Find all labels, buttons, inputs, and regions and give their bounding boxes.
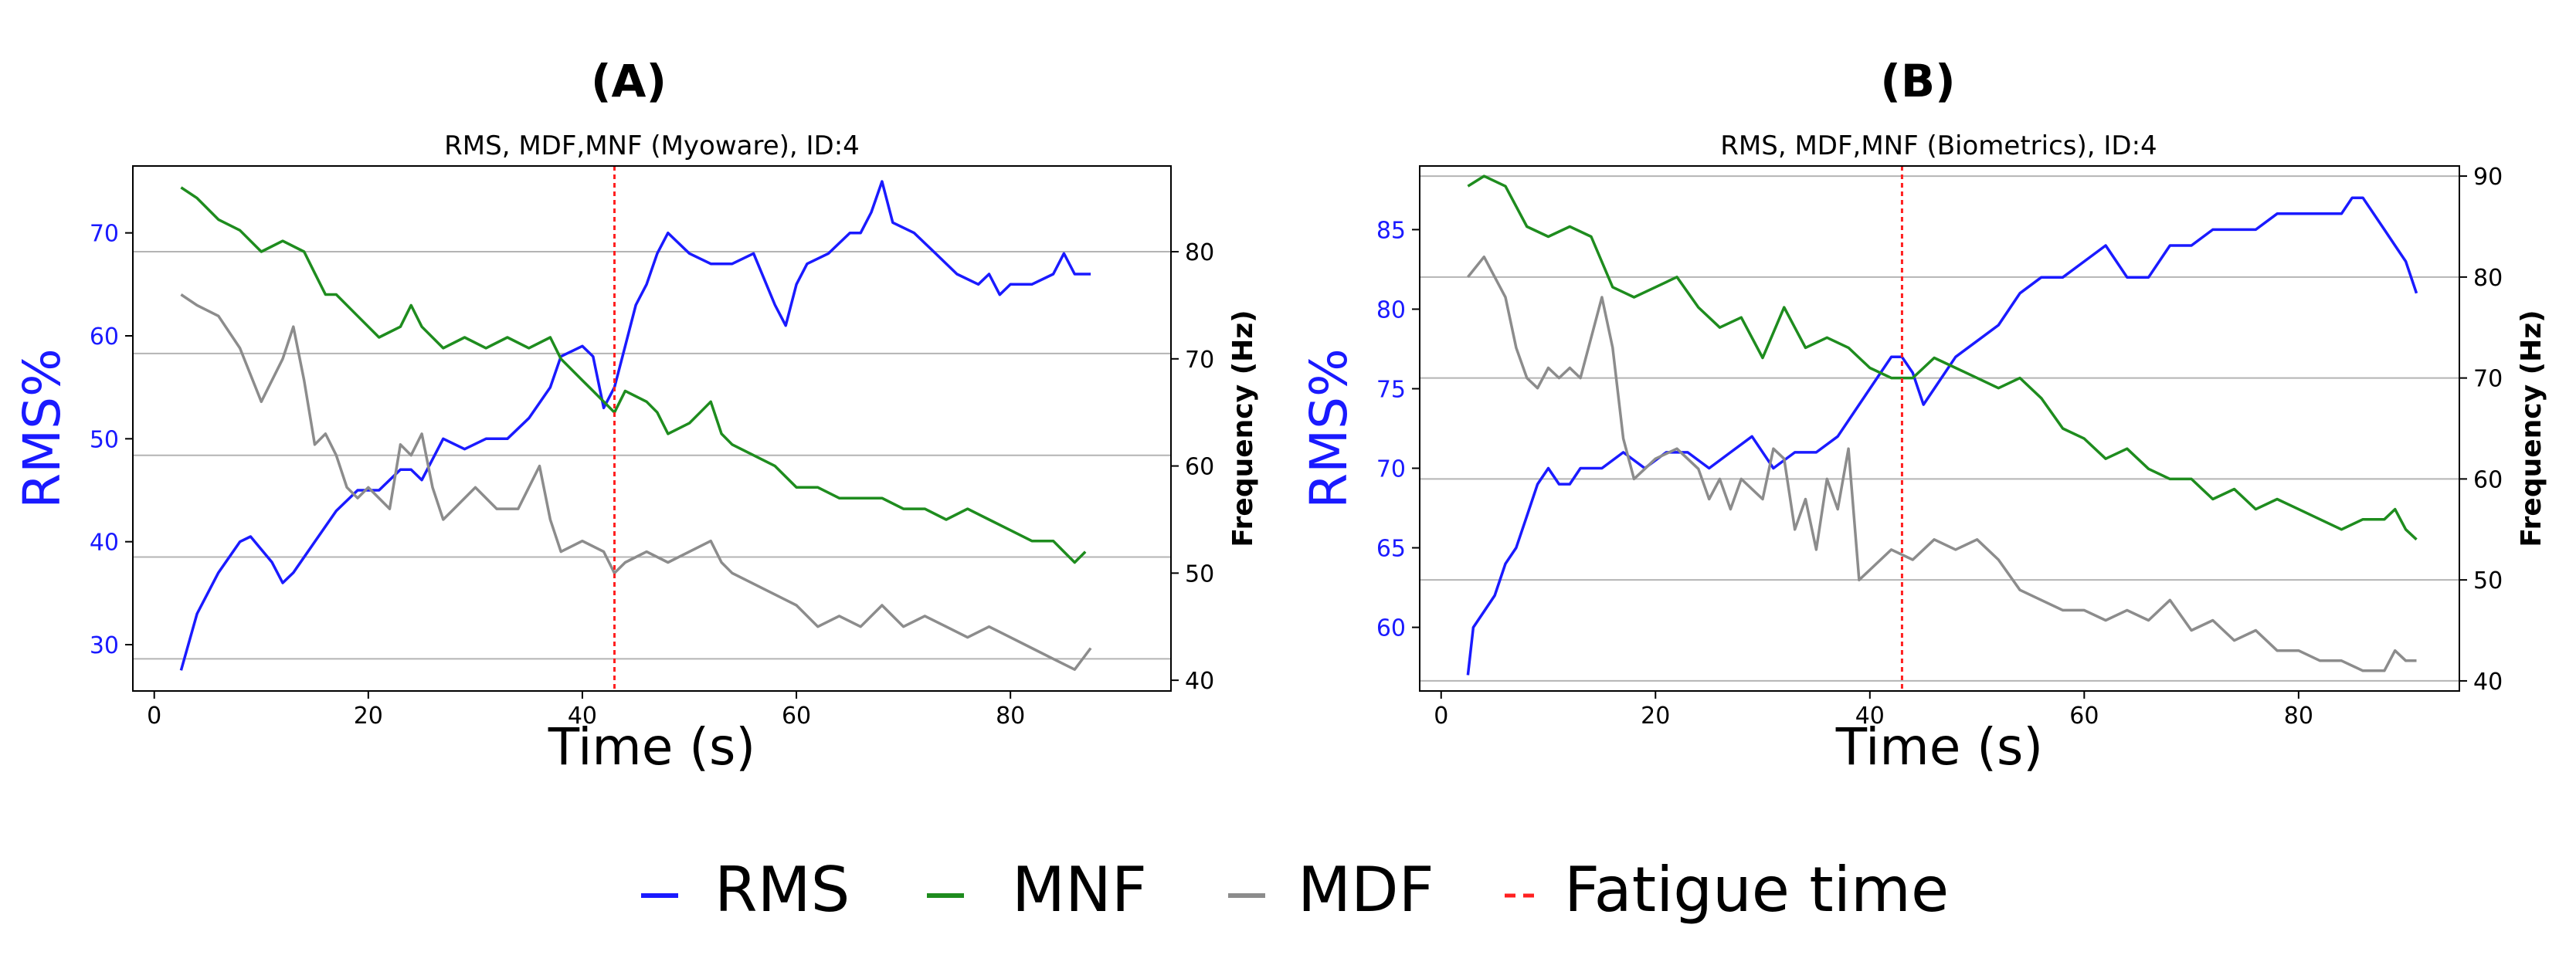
chart1-xtick-label: 20 bbox=[1641, 703, 1670, 730]
chart1-ytick-left-label: 70 bbox=[1376, 456, 1406, 483]
chart1-series-mdf bbox=[1467, 255, 2417, 672]
chart-panel-a: (A) RMS, MDF,MNF (Myoware), ID:4 0 20 40 60 80… bbox=[12, 55, 1259, 777]
chart0-ytick-left-label: 30 bbox=[90, 632, 119, 659]
chart1-ytick-right-label: 50 bbox=[2473, 567, 2503, 594]
legend-label-rms: RMS bbox=[714, 854, 850, 926]
chart-title: RMS, MDF,MNF (Biometrics), ID:4 bbox=[1720, 130, 2157, 161]
chart1-ylabel-left: RMS% bbox=[1299, 348, 1359, 508]
chart0-ytick-right-label: 80 bbox=[1185, 239, 1214, 266]
chart1-ylabel-right: Frequency (Hz) bbox=[2516, 310, 2547, 547]
chart0-xtick-label: 60 bbox=[782, 703, 811, 730]
chart1-ytick-left-label: 65 bbox=[1376, 536, 1406, 563]
chart1-series-mnf bbox=[1467, 174, 2418, 541]
chart0-series-rms bbox=[179, 180, 1091, 671]
chart0-xtick-label: 80 bbox=[996, 703, 1025, 730]
chart0-xtick-label: 0 bbox=[147, 703, 161, 730]
chart1-ytick-right-label: 90 bbox=[2473, 164, 2503, 191]
chart1-xtick-label: 60 bbox=[2069, 703, 2099, 730]
chart0-series-mdf bbox=[180, 293, 1092, 671]
chart-panel-b: (B) RMS, MDF,MNF (Biometrics), ID:4 0 20 40 6… bbox=[1299, 55, 2547, 777]
chart1-ytick-right-label: 60 bbox=[2473, 466, 2503, 493]
chart1-series-rms bbox=[1466, 196, 2418, 676]
legend-label-mnf: MNF bbox=[1012, 854, 1147, 926]
chart0-ytick-right-label: 40 bbox=[1185, 668, 1214, 695]
chart0-ylabel-left: RMS% bbox=[12, 348, 72, 508]
chart1-xtick-label: 80 bbox=[2284, 703, 2313, 730]
chart0-ytick-left-label: 70 bbox=[90, 221, 119, 248]
chart0-ytick-right-label: 50 bbox=[1185, 561, 1214, 588]
chart1-ytick-right-label: 40 bbox=[2473, 669, 2503, 696]
chart1-axes-frame bbox=[1419, 165, 2460, 692]
chart0-series-mnf bbox=[180, 186, 1087, 564]
chart0-ytick-left-label: 60 bbox=[90, 323, 119, 351]
chart1-xtick-label: 0 bbox=[1434, 703, 1448, 730]
legend: RMS MNF MDF Fatigue time bbox=[641, 854, 1949, 926]
chart0-ytick-right-label: 60 bbox=[1185, 454, 1214, 481]
chart0-axes-frame bbox=[132, 165, 1172, 692]
chart1-ytick-left-label: 85 bbox=[1376, 217, 1406, 244]
chart0-ytick-left-label: 40 bbox=[90, 530, 119, 557]
chart0-ylabel-right: Frequency (Hz) bbox=[1227, 310, 1259, 547]
chart0-ytick-left-label: 50 bbox=[90, 426, 119, 453]
chart1-ytick-left-label: 80 bbox=[1376, 296, 1406, 323]
chart0-xlabel: Time (s) bbox=[548, 717, 755, 777]
chart1-ytick-right-label: 80 bbox=[2473, 265, 2503, 292]
chart0-xtick-label: 20 bbox=[354, 703, 383, 730]
chart-title: RMS, MDF,MNF (Myoware), ID:4 bbox=[444, 130, 860, 161]
chart0-xtick-label: 40 bbox=[568, 703, 597, 730]
panel-label: (A) bbox=[591, 55, 667, 107]
chart1-xtick-label: 40 bbox=[1855, 703, 1885, 730]
chart1-ytick-left-label: 60 bbox=[1376, 615, 1406, 642]
legend-label-fatigue-time: Fatigue time bbox=[1564, 854, 1949, 926]
panel-label: (B) bbox=[1880, 55, 1955, 107]
legend-label-mdf: MDF bbox=[1298, 854, 1434, 926]
chart1-ytick-left-label: 75 bbox=[1376, 376, 1406, 403]
chart1-xlabel: Time (s) bbox=[1835, 717, 2043, 777]
chart0-ytick-right-label: 70 bbox=[1185, 347, 1214, 374]
chart1-ytick-right-label: 70 bbox=[2473, 366, 2503, 393]
